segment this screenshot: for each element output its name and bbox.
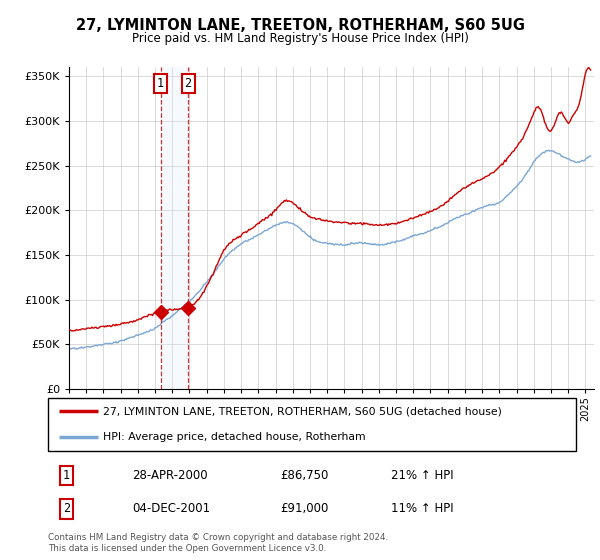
Text: 21% ↑ HPI: 21% ↑ HPI (391, 469, 454, 482)
Text: 04-DEC-2001: 04-DEC-2001 (133, 502, 211, 515)
Text: 2: 2 (185, 77, 191, 90)
Text: Price paid vs. HM Land Registry's House Price Index (HPI): Price paid vs. HM Land Registry's House … (131, 32, 469, 45)
Text: 2: 2 (63, 502, 70, 515)
FancyBboxPatch shape (48, 398, 576, 451)
Text: HPI: Average price, detached house, Rotherham: HPI: Average price, detached house, Roth… (103, 432, 366, 442)
Text: 11% ↑ HPI: 11% ↑ HPI (391, 502, 454, 515)
Text: 1: 1 (63, 469, 70, 482)
Text: £86,750: £86,750 (280, 469, 329, 482)
Text: 27, LYMINTON LANE, TREETON, ROTHERHAM, S60 5UG: 27, LYMINTON LANE, TREETON, ROTHERHAM, S… (76, 18, 524, 33)
Text: 27, LYMINTON LANE, TREETON, ROTHERHAM, S60 5UG (detached house): 27, LYMINTON LANE, TREETON, ROTHERHAM, S… (103, 407, 502, 417)
Text: 28-APR-2000: 28-APR-2000 (133, 469, 208, 482)
Text: £91,000: £91,000 (280, 502, 329, 515)
Text: Contains HM Land Registry data © Crown copyright and database right 2024.
This d: Contains HM Land Registry data © Crown c… (48, 533, 388, 553)
Bar (161, 67, 188, 389)
Text: 1: 1 (157, 77, 164, 90)
